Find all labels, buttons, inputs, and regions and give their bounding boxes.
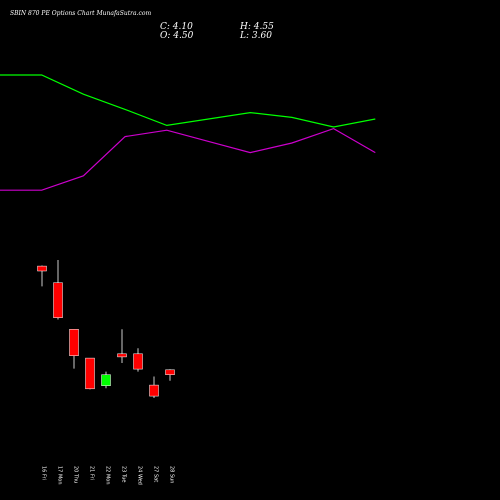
x-tick-label: 22 Mon [105,466,111,485]
x-tick-label: 20 Thu [73,466,79,483]
overlay-line-1 [0,74,376,128]
close-readout: C: 4.10 [160,22,193,32]
high-label: H: [240,22,251,32]
candle-body [149,384,159,397]
open-readout: O: 4.50 [160,31,193,41]
candle-body [133,353,143,370]
high-readout: H: 4.55 [240,22,274,32]
open-value: 4.50 [173,31,194,41]
x-tick-label: 16 Fri [41,466,47,480]
open-label: O: [160,31,171,41]
high-value: 4.55 [253,22,274,32]
x-tick-label: 21 Fri [89,466,95,480]
candle-body [37,265,47,272]
low-value: 3.60 [251,31,272,41]
overlay-line-2 [0,127,376,191]
x-tick-label: 28 Sun [169,466,175,483]
low-readout: L: 3.60 [240,31,272,41]
x-tick-label: 23 Tue [121,466,127,483]
candle-body [165,369,175,375]
candle-body [53,282,63,318]
close-label: C: [160,22,170,32]
candle-body [69,329,79,356]
x-tick-label: 27 Sat [153,466,159,482]
x-tick-label: 17 Mon [57,466,63,485]
low-label: L: [240,31,250,41]
x-tick-label: 24 Wed [137,466,143,485]
candle-body [117,353,127,358]
chart-title: SBIN 870 PE Options Chart MunafaSutra.co… [10,10,152,17]
candle-body [85,357,95,390]
candle-body [101,374,111,386]
close-value: 4.10 [172,22,193,32]
